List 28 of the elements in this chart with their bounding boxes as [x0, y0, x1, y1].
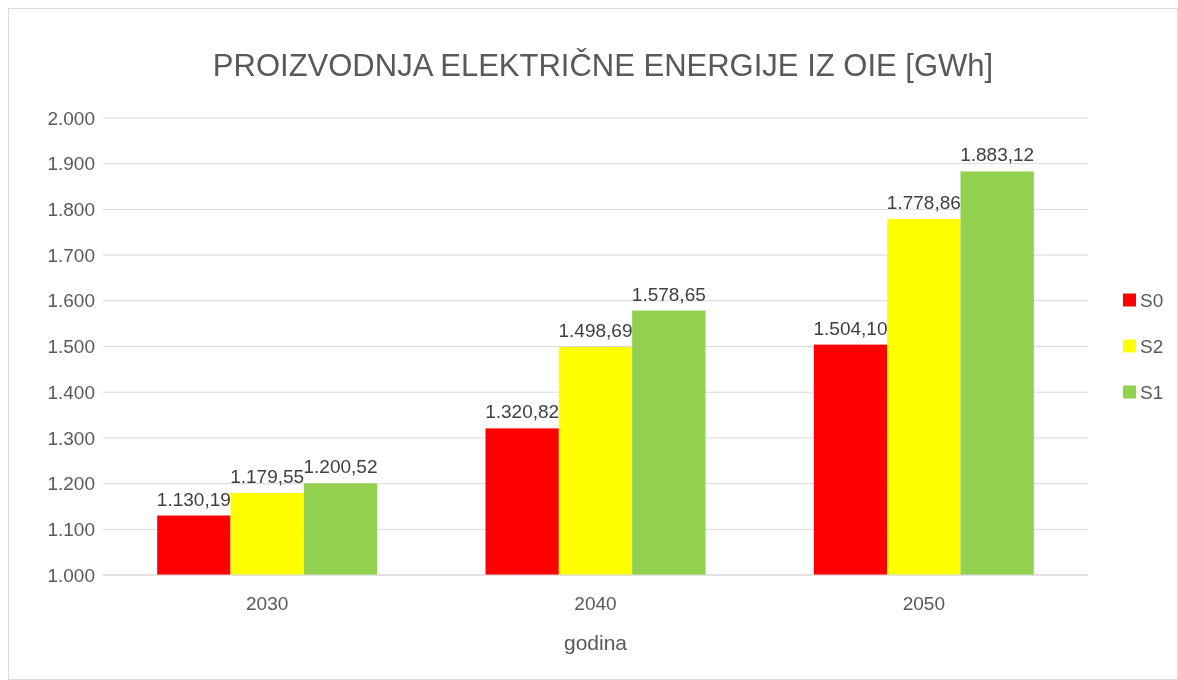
data-label: 1.498,69 — [558, 320, 633, 342]
y-tick-label: 1.600 — [47, 290, 95, 312]
y-tick-label: 1.000 — [47, 564, 95, 586]
y-tick-label: 1.200 — [47, 473, 95, 495]
y-tick-label: 1.300 — [47, 427, 95, 449]
y-tick-label: 2.000 — [47, 107, 95, 129]
data-label: 1.883,12 — [960, 144, 1035, 166]
y-tick-label: 1.700 — [47, 244, 95, 266]
y-tick-label: 1.400 — [47, 381, 95, 403]
data-label: 1.504,10 — [813, 317, 888, 339]
legend-label: S2 — [1140, 336, 1164, 358]
x-tick-label: 2030 — [246, 593, 289, 614]
data-label: 1.179,55 — [230, 465, 305, 487]
y-tick-label: 1.800 — [47, 199, 95, 221]
data-label: 1.320,82 — [485, 401, 560, 423]
x-tick-label: 2050 — [902, 593, 945, 614]
data-label: 1.778,86 — [886, 192, 961, 214]
data-label: 1.200,52 — [303, 456, 378, 478]
data-label: 1.578,65 — [631, 283, 706, 305]
x-tick-label: 2040 — [574, 593, 617, 614]
y-tick-label: 1.900 — [47, 153, 95, 175]
y-tick-label: 1.500 — [47, 336, 95, 358]
legend-label: S1 — [1140, 382, 1164, 404]
y-tick-label: 1.100 — [47, 518, 95, 540]
chart-title: PROIZVODNJA ELEKTRIČNE ENERGIJE IZ OIE [GWh] — [212, 48, 994, 83]
legend-label: S0 — [1140, 290, 1164, 312]
x-axis-title: godina — [563, 631, 628, 654]
data-label: 1.130,19 — [156, 488, 231, 510]
